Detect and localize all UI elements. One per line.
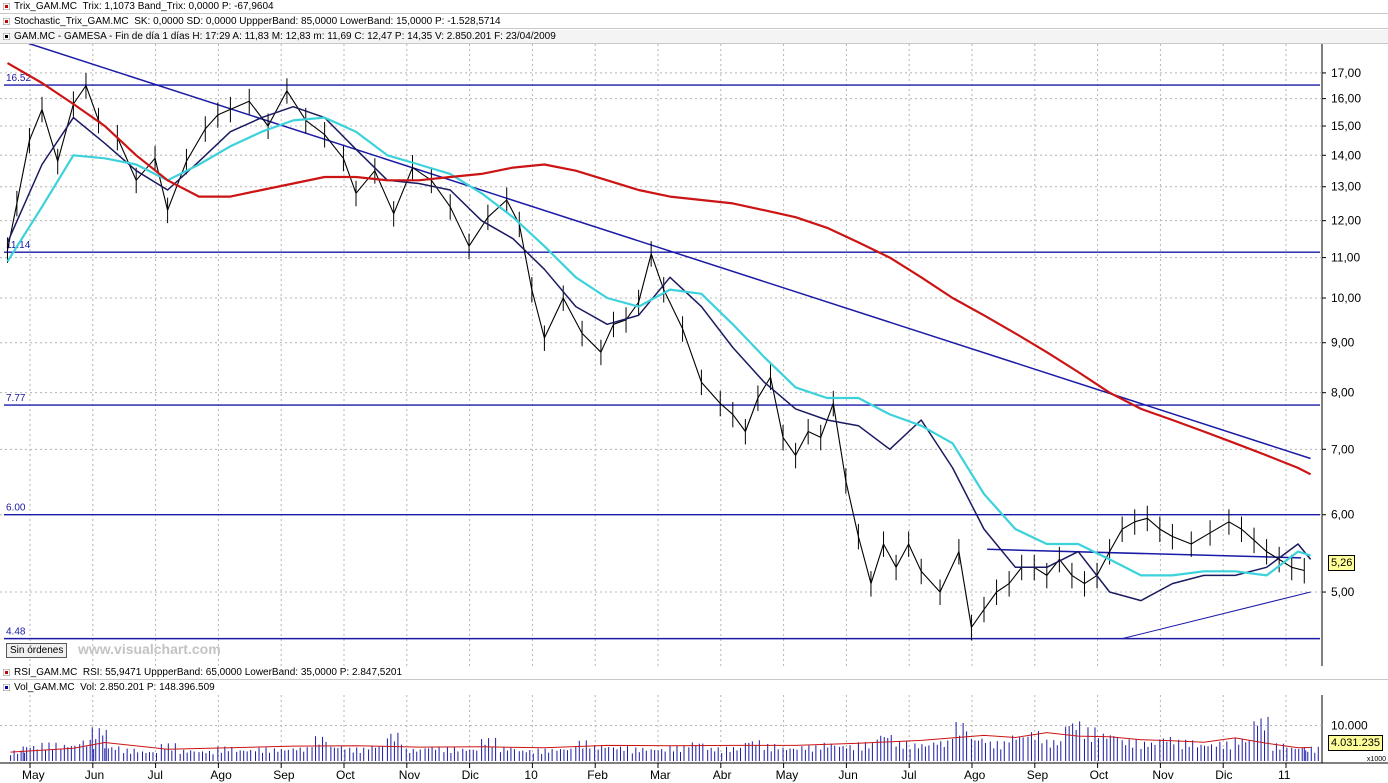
stochastic-name: Stochastic_Trix_GAM.MC [14,16,129,27]
main-values: GAM.MC - GAMESA - Fin de día 1 días H: 1… [14,31,556,42]
time-tick-label: Abr [713,768,732,782]
price-tick-label: 12,00 [1331,214,1361,228]
watermark: www.visualchart.com [78,641,221,657]
stochastic-header: Stochastic_Trix_GAM.MC SK: 0,0000 SD: 0,… [0,15,1388,29]
volume-chart[interactable]: 10.000 May Jun Jul Ago Sep Oct Nov Dic 10 Feb Mar A… [0,695,1388,783]
time-tick-label: Oct [336,768,355,782]
main-header: GAM.MC - GAMESA - Fin de día 1 días H: 1… [0,30,1388,44]
time-tick-label: Feb [587,768,608,782]
trix-header: Trix_GAM.MC Trix: 1,1073 Band_Trix: 0,00… [0,0,1388,14]
price-tick-label: 7,00 [1331,442,1355,456]
time-tick-label: Ago [210,768,232,782]
series-ma-medium [6,116,1311,577]
level-label: 6.00 [6,503,26,514]
price-tick-label: 5,00 [1331,585,1355,599]
series-ma-fast [6,105,1312,602]
trix-values: Trix: 1,1073 Band_Trix: 0,0000 P: -67,96… [82,1,274,12]
time-tick-label: Dic [1215,768,1232,782]
time-tick-label: Jun [838,768,857,782]
indicator-marker-icon [3,669,10,676]
series-volume-average [10,732,1311,753]
time-tick-label: Ago [964,768,986,782]
indicator-marker-icon [3,18,10,25]
volume-tick-label: 10.000 [1331,718,1368,732]
vol-values: Vol: 2.850.201 P: 148.396.509 [80,682,215,693]
time-tick-label: Jul [901,768,916,782]
time-tick-label: 11 [1278,768,1291,782]
last-volume-tag: 4.031.235 [1328,735,1383,751]
price-tick-label: 8,00 [1331,386,1355,400]
indicator-marker-icon [3,684,10,691]
rsi-values: RSI: 55,9471 UppperBand: 65,0000 LowerBa… [82,667,403,678]
level-label: 4.48 [6,627,26,638]
price-tick-label: 6,00 [1331,508,1355,522]
time-tick-label: May [776,768,799,782]
time-tick-label: May [22,768,45,782]
level-label: 7.77 [6,393,26,404]
trendline-neckline[interactable] [987,548,1302,559]
price-tick-label: 9,00 [1331,336,1355,350]
indicator-marker-icon [3,3,10,10]
price-tick-label: 14,00 [1331,148,1361,162]
trendline-support[interactable] [1122,591,1311,640]
time-tick-label: Jul [148,768,163,782]
time-tick-label: Dic [462,768,479,782]
time-tick-label: Nov [1152,768,1173,782]
series-ma-slow [6,62,1312,476]
price-tick-label: 16,00 [1331,92,1361,106]
level-label: 16.52 [6,73,31,84]
volume-multiplier-label: x1000 [1367,756,1386,763]
price-tick-label: 11,00 [1331,251,1360,265]
trendline-resistance[interactable] [23,44,1311,460]
vol-header: Vol_GAM.MC Vol: 2.850.201 P: 148.396.509… [0,681,1388,695]
price-tick-label: 17,00 [1331,66,1361,80]
time-tick-label: Sep [1027,768,1049,782]
trix-name: Trix_GAM.MC [14,1,77,12]
price-tick-label: 13,00 [1331,180,1361,194]
price-tick-label: 15,00 [1331,119,1361,133]
vol-name: Vol_GAM.MC [14,682,75,693]
time-tick-label: 10 [524,768,538,782]
sin-ordenes-button[interactable]: Sin órdenes [6,643,68,658]
time-tick-label: Mar [650,768,671,782]
indicator-marker-icon [3,33,10,40]
time-tick-label: Oct [1090,768,1109,782]
time-tick-label: Sep [273,768,295,782]
rsi-name: RSI_GAM.MC [14,667,78,678]
time-tick-label: Jun [85,768,104,782]
stochastic-values: SK: 0,0000 SD: 0,0000 UppperBand: 85,000… [134,16,501,27]
price-tick-label: 10,00 [1331,291,1361,305]
time-tick-label: Nov [399,768,420,782]
last-price-tag: 5,26 [1328,555,1356,571]
rsi-header: RSI_GAM.MC RSI: 55,9471 UppperBand: 65,0… [0,666,1388,680]
